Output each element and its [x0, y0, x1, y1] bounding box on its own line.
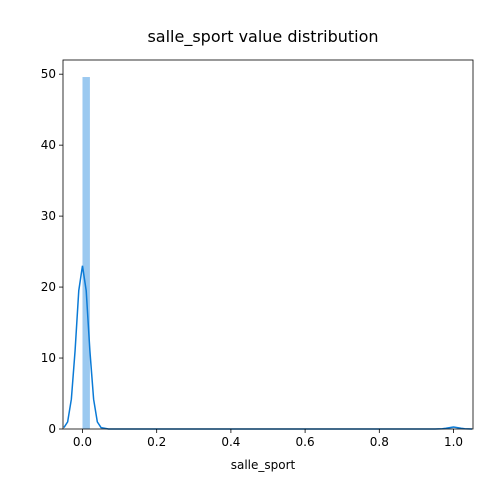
y-tick-label: 40 — [41, 138, 56, 152]
x-tick-label: 0.4 — [221, 435, 240, 449]
chart-title: salle_sport value distribution — [147, 27, 378, 47]
y-tick-label: 30 — [41, 209, 56, 223]
plot-frame — [62, 59, 474, 430]
histogram-bar-0 — [82, 77, 90, 430]
kde-curve-layer — [63, 265, 473, 430]
y-axis: 0 10 20 30 40 50 — [41, 67, 63, 436]
histogram-bars — [82, 77, 454, 430]
x-axis: 0.0 0.2 0.4 0.6 0.8 1.0 — [73, 429, 463, 449]
x-tick-label: 0.2 — [147, 435, 166, 449]
y-tick-label: 10 — [41, 351, 56, 365]
x-tick-label: 0.0 — [73, 435, 92, 449]
kde-curve — [63, 265, 473, 430]
y-tick-label: 50 — [41, 67, 56, 81]
x-tick-label: 0.6 — [296, 435, 315, 449]
x-tick-label: 1.0 — [444, 435, 463, 449]
y-tick-label: 20 — [41, 280, 56, 294]
y-tick-label: 0 — [48, 422, 56, 436]
x-axis-label: salle_sport — [231, 458, 296, 472]
x-tick-label: 0.8 — [370, 435, 389, 449]
